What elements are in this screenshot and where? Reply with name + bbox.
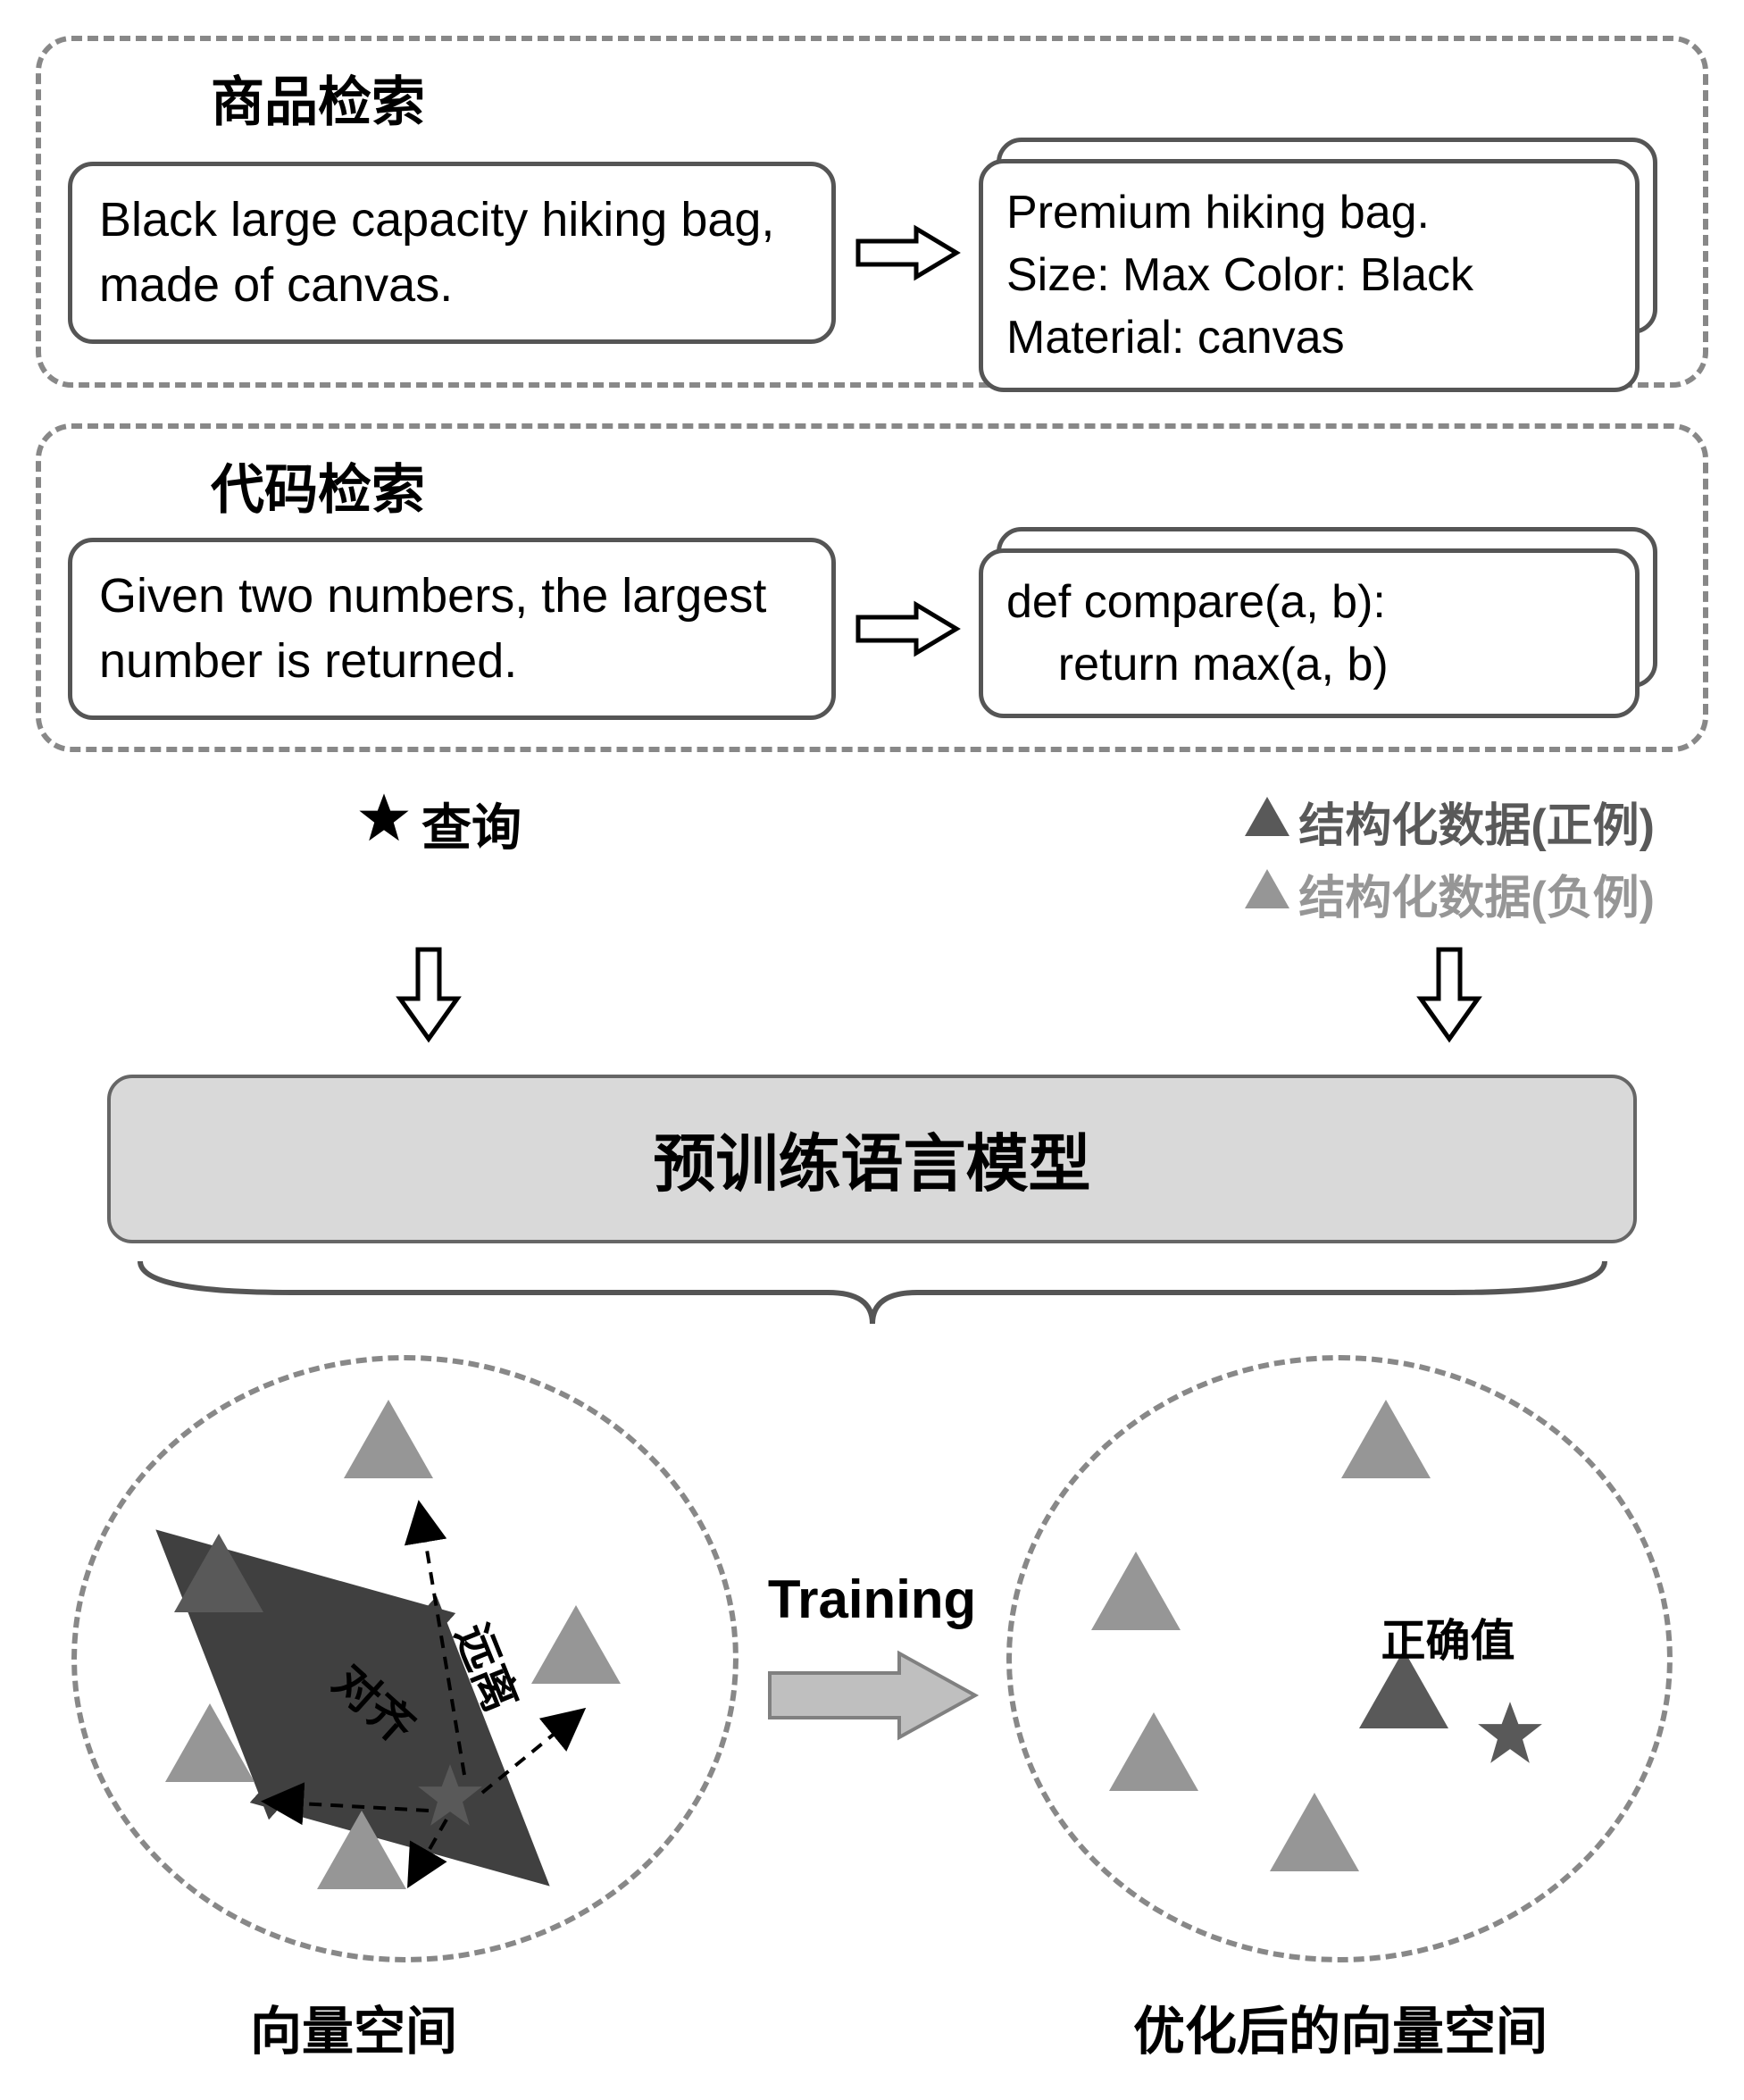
arrow-right-icon (854, 222, 961, 284)
triangle-icon (1245, 866, 1289, 920)
brace-icon (36, 1252, 1708, 1337)
product-section-title: 商品检索 (211, 59, 1676, 137)
code-row: Given two numbers, the largest number is… (68, 538, 1676, 720)
triangle-marker (1270, 1793, 1359, 1876)
legend-positive-label: 结构化数据(正例) (1298, 788, 1655, 855)
legend-negative-label: 结构化数据(负例) (1298, 860, 1655, 927)
diagram-root: 商品检索 Black large capacity hiking bag, ma… (36, 36, 1708, 2064)
product-retrieval-section: 商品检索 Black large capacity hiking bag, ma… (36, 36, 1708, 388)
product-result-box: Premium hiking bag. Size: Max Color: Bla… (979, 159, 1640, 392)
training-label: Training (768, 1569, 976, 1630)
code-query-box: Given two numbers, the largest number is… (68, 538, 836, 720)
right-space-label: 优化后的向量空间 (1133, 1989, 1548, 2064)
triangle-marker (1341, 1400, 1431, 1483)
arrow-down-icon (1414, 945, 1485, 1048)
legend-positive: 结构化数据(正例) (1245, 788, 1655, 855)
arrow-down-icon (393, 945, 464, 1048)
legend-query-label: 查询 (421, 788, 522, 860)
code-result-box: def compare(a, b): return max(a, b) (979, 548, 1640, 718)
align-label: 对齐 (324, 1655, 424, 1753)
down-arrows-row (36, 927, 1708, 1066)
triangle-icon (1245, 794, 1289, 848)
triangle-marker (1109, 1712, 1198, 1795)
query-star (1475, 1699, 1545, 1773)
correct-label: 正确值 (1381, 1605, 1515, 1669)
vector-spaces-row: 对齐 远离 Training 正确值 (36, 1355, 1708, 1962)
triangle-marker (1091, 1552, 1181, 1635)
legend-query: 查询 (357, 788, 522, 860)
right-vector-space: 正确值 (1006, 1355, 1673, 1962)
code-result-stack: def compare(a, b): return max(a, b) (979, 540, 1657, 718)
training-arrow-icon (765, 1646, 980, 1749)
product-row: Black large capacity hiking bag, made of… (68, 150, 1676, 356)
arrow-right-icon (854, 598, 961, 660)
legend-row: 查询 结构化数据(正例) 结构化数据(负例) (36, 788, 1708, 927)
away-label: 远离 (446, 1617, 526, 1719)
left-vector-space: 对齐 远离 (71, 1355, 738, 1962)
star-icon (357, 791, 411, 857)
training-column: Training (765, 1569, 980, 1749)
code-section-title: 代码检索 (211, 447, 1676, 524)
product-result-stack: Premium hiking bag. Size: Max Color: Bla… (979, 150, 1657, 356)
left-space-label: 向量空间 (250, 1989, 457, 2064)
pretrained-model-box: 预训练语言模型 (107, 1075, 1637, 1243)
product-query-box: Black large capacity hiking bag, made of… (68, 162, 836, 344)
legend-right: 结构化数据(正例) 结构化数据(负例) (1245, 788, 1655, 927)
code-retrieval-section: 代码检索 Given two numbers, the largest numb… (36, 423, 1708, 752)
legend-negative: 结构化数据(负例) (1245, 860, 1655, 927)
bottom-labels: 向量空间 优化后的向量空间 (36, 1962, 1708, 2064)
